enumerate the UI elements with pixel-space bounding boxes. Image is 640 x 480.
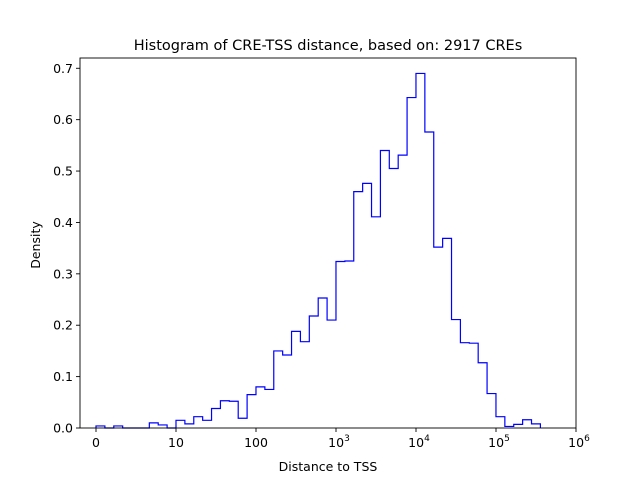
histogram-bin [247, 395, 256, 428]
histogram-bin [487, 394, 496, 428]
y-tick-label: 0.2 [53, 318, 73, 333]
y-tick-label: 0.7 [53, 61, 73, 76]
histogram-bin [176, 420, 185, 428]
y-tick-label: 0.0 [53, 421, 73, 436]
histogram-bin [354, 192, 363, 428]
x-tick-label: 105 [488, 434, 510, 450]
histogram-bin [389, 168, 398, 428]
histogram-bin [318, 298, 327, 428]
histogram-bin [469, 343, 478, 428]
x-tick-label: 10 [168, 435, 184, 450]
y-tick-label: 0.1 [53, 369, 73, 384]
histogram-bin [416, 73, 425, 428]
histogram-bin [220, 401, 229, 428]
plot-frame [79, 57, 577, 429]
x-axis-label: Distance to TSS [279, 459, 378, 474]
x-axis-ticks: 0 10 100 103 104 105 106 [92, 428, 590, 450]
histogram-bin [274, 351, 283, 428]
histogram-bin [300, 342, 309, 428]
histogram-bin [283, 355, 292, 428]
y-tick-label: 0.4 [53, 215, 73, 230]
histogram-bin [203, 420, 212, 428]
histogram-bin [336, 262, 345, 429]
y-axis-label: Density [28, 221, 43, 269]
histogram-bin [185, 424, 194, 428]
histogram-bin [238, 418, 247, 428]
histogram-bin [327, 320, 336, 428]
histogram-bin [425, 132, 434, 428]
histogram-bin [380, 151, 389, 429]
y-tick-label: 0.3 [53, 266, 73, 281]
histogram-bin [434, 247, 443, 428]
histogram-bin [256, 387, 265, 428]
histogram-bin [478, 363, 487, 428]
histogram-bin [149, 423, 158, 428]
histogram-bin [407, 98, 416, 428]
histogram-bin [229, 401, 238, 428]
histogram-bin [443, 238, 452, 428]
histogram-bin [309, 316, 318, 428]
x-tick-label: 104 [408, 434, 430, 450]
histogram-bin [452, 320, 461, 428]
chart-title: Histogram of CRE-TSS distance, based on:… [134, 38, 523, 54]
histogram-step-line [95, 72, 541, 429]
histogram-bin [523, 420, 532, 428]
histogram-bin [363, 183, 372, 428]
plot-area [79, 57, 577, 429]
histogram-bin [496, 417, 505, 428]
histogram-bin [194, 417, 203, 428]
histogram-bin [265, 389, 274, 428]
x-tick-label: 103 [328, 434, 350, 450]
x-tick-label: 106 [568, 434, 590, 450]
y-axis-ticks: 0.0 0.1 0.2 0.3 0.4 0.5 0.6 0.7 [53, 61, 80, 436]
histogram-bin [212, 408, 221, 428]
histogram-bin [372, 217, 381, 428]
histogram-bin [398, 155, 407, 428]
x-tick-label: 100 [244, 435, 268, 450]
histogram-bin [345, 261, 354, 428]
histogram-bin [292, 331, 301, 428]
y-tick-label: 0.6 [53, 112, 73, 127]
histogram-bin [460, 343, 469, 428]
x-tick-label: 0 [92, 435, 100, 450]
y-tick-label: 0.5 [53, 164, 73, 179]
histogram-bin [532, 424, 541, 428]
